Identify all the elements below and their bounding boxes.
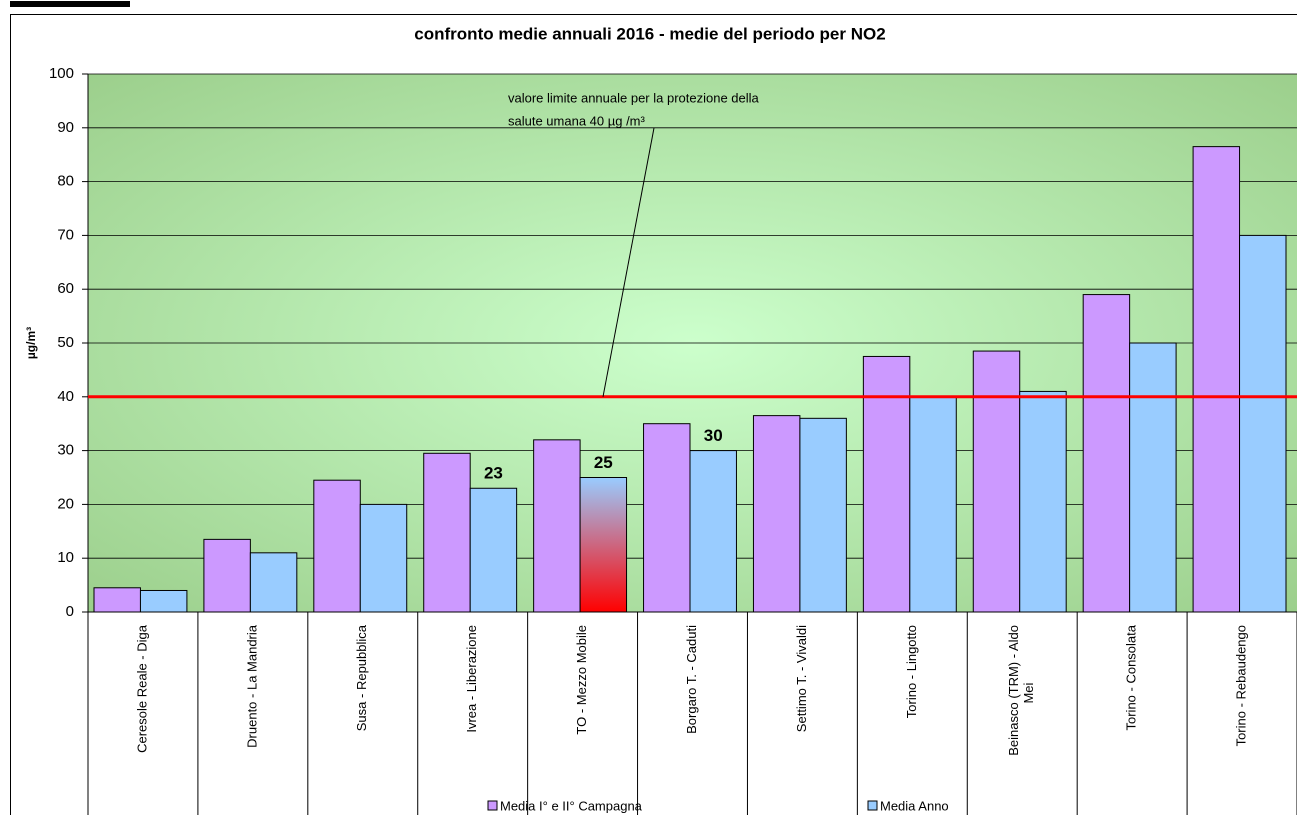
annotation-pointer: [602, 127, 655, 397]
x-tick-label: Torino - Rebaudengo: [1233, 625, 1248, 746]
y-axis-label: µg/m³: [24, 327, 38, 359]
x-tick-label: TO - Mezzo Mobile: [574, 625, 589, 735]
bar: [1192, 146, 1241, 613]
bar: [139, 589, 188, 613]
bar: [93, 587, 141, 613]
header-bar: [10, 1, 130, 7]
x-tick-label: Susa - Repubblica: [354, 624, 369, 731]
bar: [1019, 390, 1067, 613]
x-tick-label: Ceresole Reale - Diga: [134, 624, 149, 753]
bar: [799, 417, 847, 613]
x-tick-label: Torino - Lingotto: [904, 625, 919, 718]
limit-annotation: valore limite annuale per la protezione …: [508, 90, 760, 105]
bar: [313, 479, 361, 613]
bar: [972, 350, 1021, 613]
x-tick-label: Ivrea - Liberazione: [464, 625, 479, 733]
bar: [579, 477, 628, 613]
y-tick-label: 90: [57, 119, 74, 136]
bar: [1239, 234, 1287, 613]
bar: [1129, 342, 1177, 613]
bar: [643, 423, 691, 613]
bar: [423, 452, 471, 613]
y-tick-label: 100: [49, 65, 74, 82]
bar: [249, 552, 298, 613]
y-tick-label: 60: [57, 280, 74, 297]
bar: [909, 396, 957, 613]
data-label: 25: [594, 453, 613, 472]
legend-label: Media Anno: [880, 798, 949, 813]
y-tick-label: 20: [57, 495, 74, 512]
x-tick-label: Borgaro T. - Caduti: [684, 625, 699, 734]
x-tick-label: Druento - La Mandria: [244, 624, 259, 748]
x-tick-label-line: Beinasco (TRM) - Aldo: [1007, 625, 1022, 756]
x-tick-label-line: Mei: [1022, 682, 1037, 703]
y-tick-label: 80: [57, 173, 74, 190]
y-tick-label: 50: [57, 334, 74, 351]
bar: [752, 415, 801, 613]
legend-swatch: [487, 800, 498, 811]
y-tick-label: 70: [57, 226, 74, 243]
y-tick-label: 40: [57, 388, 74, 405]
y-tick-label: 10: [57, 549, 74, 566]
bar: [469, 487, 518, 613]
x-tick-label: Torino - Consolata: [1124, 624, 1139, 730]
bar: [533, 439, 581, 613]
bar: [1082, 294, 1131, 613]
x-tick-label: Settimo T. - Vivaldi: [794, 625, 809, 732]
y-tick-label: 30: [57, 442, 74, 459]
x-tick-label: Beinasco (TRM) - AldoMei: [1007, 625, 1037, 756]
bar: [203, 538, 251, 613]
data-label: 23: [484, 464, 503, 483]
data-label: 30: [704, 426, 723, 445]
legend-label: Media I° e II° Campagna: [500, 798, 643, 813]
bar: [359, 503, 408, 613]
bar: [689, 450, 737, 613]
limit-annotation: salute umana 40 µg /m³: [508, 113, 646, 128]
y-tick-label: 0: [66, 603, 74, 620]
bar: [862, 355, 911, 613]
chart-title: confronto medie annuali 2016 - medie del…: [414, 24, 885, 43]
legend-swatch: [867, 800, 878, 811]
